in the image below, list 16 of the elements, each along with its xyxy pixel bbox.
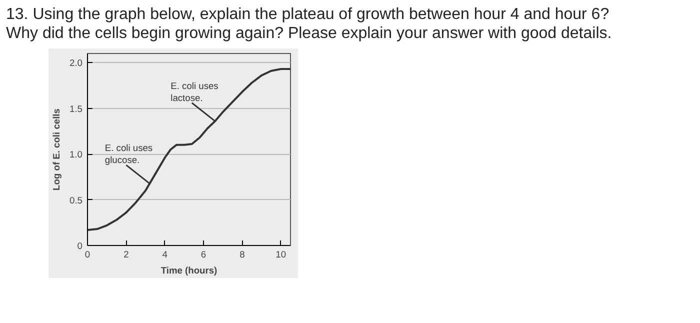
annotation: E. coli uses lactose. (170, 81, 219, 104)
y-tick-label: 0 (77, 241, 83, 252)
annotation: E. coli uses glucose. (104, 143, 153, 166)
y-tick-label: 1.5 (70, 104, 82, 114)
y-axis-title: Log of E. coli cells (52, 108, 62, 191)
y-tick-label: 0.5 (70, 196, 82, 206)
x-tick-label: 4 (162, 250, 168, 260)
chart-title: 13. Using the graph below, explain the plateau of growth between hour 4 and hour 6? Why did the cells begin growing again? Please explain your answer with good details. (6, 5, 612, 44)
x-tick-label: 8 (240, 250, 245, 260)
y-tick-label: 2.0 (70, 58, 82, 69)
x-tick-label: 2 (124, 250, 129, 260)
x-tick-label: 6 (200, 250, 206, 260)
x-axis-title: Time (hours) (160, 266, 218, 276)
x-tick-label: 0 (84, 250, 90, 260)
y-tick-label: 1.0 (70, 150, 82, 160)
x-tick-label: 10 (276, 250, 286, 260)
